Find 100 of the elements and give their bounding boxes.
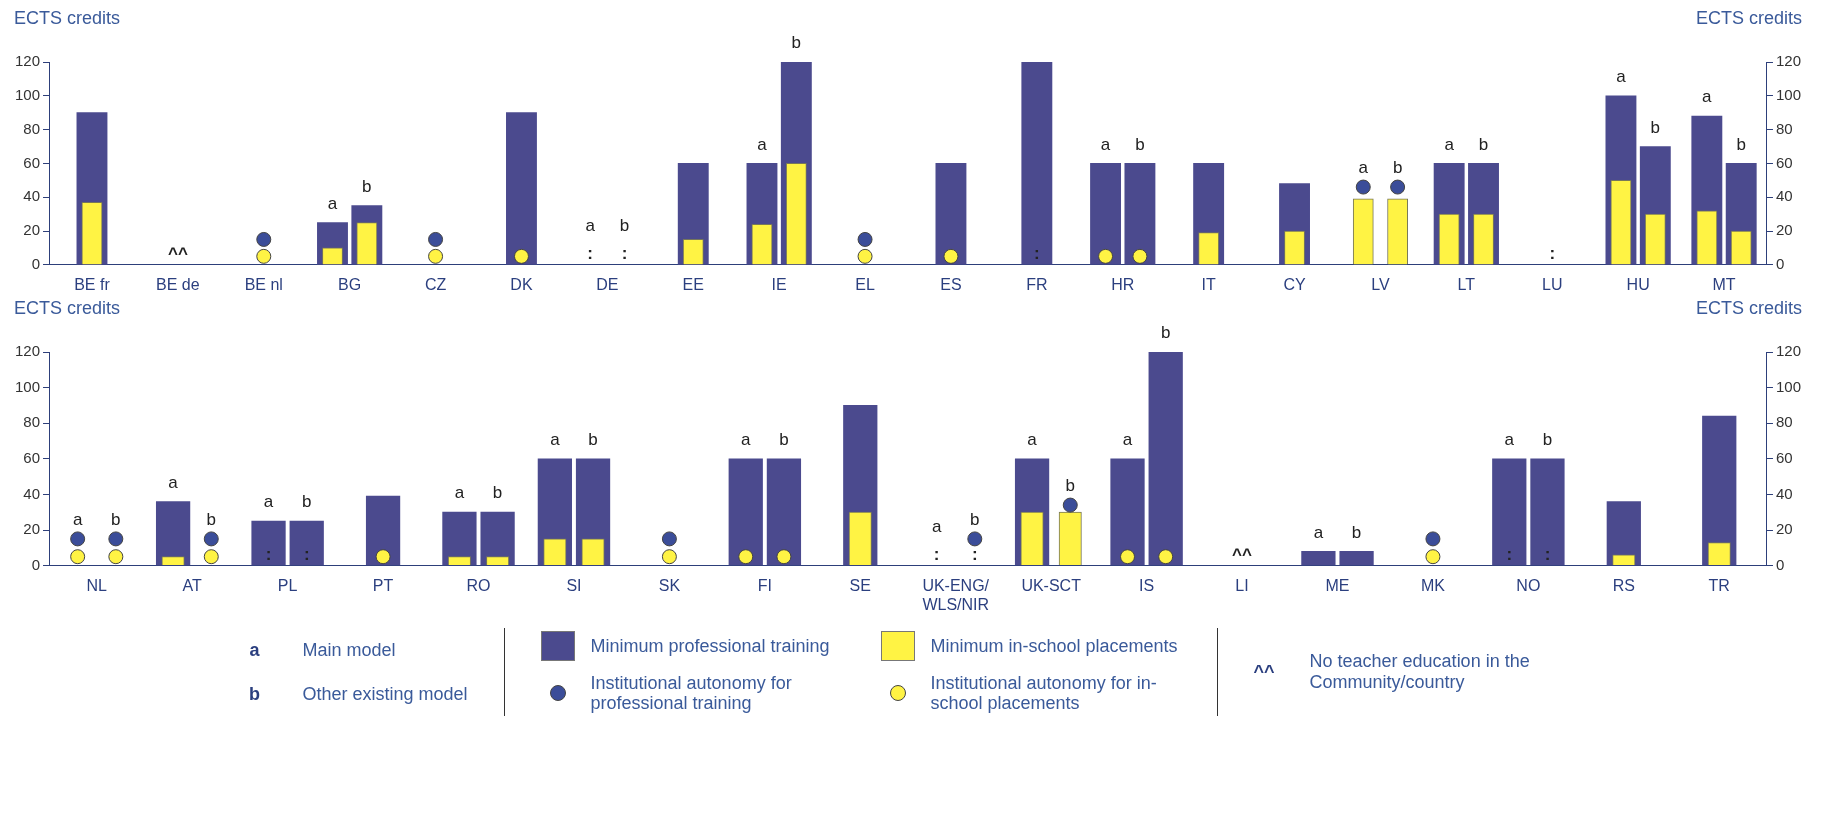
bar bbox=[442, 511, 477, 566]
bar bbox=[289, 520, 324, 566]
data-label: b bbox=[588, 429, 598, 449]
data-label: a bbox=[454, 483, 465, 503]
y2-tick-label: 120 bbox=[1775, 342, 1801, 360]
y-tick-label: 60 bbox=[23, 448, 41, 466]
y-tick-label: 20 bbox=[23, 520, 41, 538]
x-tick-label: BE fr bbox=[74, 275, 111, 293]
data-label: b bbox=[362, 176, 372, 196]
y-tick-label: 40 bbox=[23, 187, 41, 205]
x-tick-label: ME bbox=[1325, 576, 1350, 594]
x-tick-label: UK-ENG/WLS/NIR bbox=[922, 576, 990, 613]
text: b Other existing model bbox=[248, 683, 468, 704]
data-label: a bbox=[1504, 429, 1515, 449]
y-tick-label: 100 bbox=[15, 85, 41, 103]
x-tick-label: MK bbox=[1420, 576, 1446, 594]
y-tick-label: 40 bbox=[23, 484, 41, 502]
y2-tick-label: 20 bbox=[1775, 520, 1793, 538]
y-tick-label: 0 bbox=[31, 254, 41, 272]
point bbox=[256, 231, 272, 247]
x-tick-label: FI bbox=[757, 576, 772, 594]
text: : bbox=[621, 243, 628, 263]
bar bbox=[1492, 458, 1527, 566]
point bbox=[857, 248, 873, 264]
bar bbox=[766, 458, 802, 566]
point bbox=[256, 248, 272, 264]
data-label: a bbox=[327, 193, 338, 213]
bar bbox=[728, 458, 763, 566]
legend-label: Institutional autonomy for in-school placements bbox=[930, 673, 1158, 713]
data-label: a bbox=[263, 492, 274, 512]
data-label: b bbox=[1542, 429, 1553, 449]
text: : bbox=[265, 544, 272, 564]
data-label: b bbox=[1160, 323, 1171, 343]
text: : bbox=[1544, 544, 1551, 564]
y-tick-label: 80 bbox=[23, 119, 41, 137]
text: b bbox=[206, 510, 217, 530]
x-tick-label: ES bbox=[940, 275, 962, 293]
bar bbox=[155, 501, 191, 566]
x-tick-label: LU bbox=[1542, 275, 1563, 293]
x-tick-label: DE bbox=[596, 275, 619, 293]
y-tick-label: 20 bbox=[23, 221, 41, 239]
data-label: a bbox=[1100, 134, 1111, 154]
bar bbox=[1301, 551, 1336, 566]
bar bbox=[1148, 352, 1183, 566]
x-tick-label: BG bbox=[338, 275, 362, 293]
x-tick-label: UK-SCT bbox=[1021, 576, 1082, 594]
bar bbox=[935, 163, 967, 265]
text: : bbox=[1549, 243, 1556, 263]
y-tick-label: 120 bbox=[15, 342, 41, 360]
x-tick-label: LI bbox=[1235, 576, 1249, 594]
x-tick-label: RS bbox=[1612, 576, 1635, 594]
x-tick-label: NO bbox=[1516, 576, 1541, 594]
bar bbox=[1124, 163, 1156, 265]
bar bbox=[480, 511, 515, 566]
y2-axis-title: ECTS credits bbox=[1695, 8, 1802, 28]
text: : bbox=[1034, 243, 1040, 263]
data-label: a bbox=[1122, 429, 1133, 449]
y-tick-label: 60 bbox=[23, 153, 41, 171]
data-label: a bbox=[757, 134, 768, 154]
data-label: a bbox=[550, 429, 561, 449]
data-label: a bbox=[1702, 87, 1713, 107]
point bbox=[943, 248, 959, 264]
bar bbox=[1110, 458, 1145, 566]
y2-tick-label: 100 bbox=[1775, 377, 1801, 395]
x-tick-label: FR bbox=[1026, 275, 1048, 293]
x-tick-label: RO bbox=[466, 576, 491, 594]
x-tick-label: SE bbox=[849, 576, 871, 594]
x-tick-label: BE nl bbox=[244, 275, 283, 293]
legend-label: Minimum professional training bbox=[590, 636, 831, 656]
x-tick-label: CZ bbox=[424, 275, 447, 293]
text: : bbox=[1506, 544, 1513, 564]
data-label: a bbox=[741, 429, 752, 449]
x-tick-label: MT bbox=[1712, 275, 1736, 293]
data-label: a bbox=[1027, 429, 1038, 449]
x-tick-label: IE bbox=[771, 275, 787, 293]
point bbox=[513, 248, 529, 264]
x-tick-label: BE de bbox=[156, 275, 200, 293]
bar bbox=[251, 520, 286, 566]
text: a bbox=[1358, 158, 1368, 178]
y2-tick-label: 0 bbox=[1775, 555, 1785, 573]
text: b bbox=[970, 510, 980, 530]
data-label: b bbox=[1478, 134, 1489, 154]
data-label: b bbox=[779, 429, 789, 449]
y2-tick-label: 100 bbox=[1775, 85, 1801, 103]
text: ^^ bbox=[167, 243, 188, 263]
text: b bbox=[111, 510, 121, 530]
y-tick-label: 0 bbox=[31, 555, 41, 573]
y-tick-label: 80 bbox=[23, 413, 41, 431]
y2-tick-label: 120 bbox=[1775, 52, 1801, 70]
x-tick-label: LV bbox=[1371, 275, 1390, 293]
text: : bbox=[303, 544, 310, 564]
legend-label: Minimum in-school placements bbox=[930, 636, 1179, 656]
x-tick-label: DK bbox=[510, 275, 533, 293]
y2-tick-label: 80 bbox=[1775, 413, 1793, 431]
bar bbox=[1530, 458, 1565, 566]
y-tick-label: 120 bbox=[15, 52, 41, 70]
x-tick-label: PL bbox=[277, 576, 298, 594]
y2-tick-label: 40 bbox=[1775, 187, 1793, 205]
data-label: a bbox=[1444, 134, 1455, 154]
y2-tick-label: 0 bbox=[1775, 254, 1785, 272]
